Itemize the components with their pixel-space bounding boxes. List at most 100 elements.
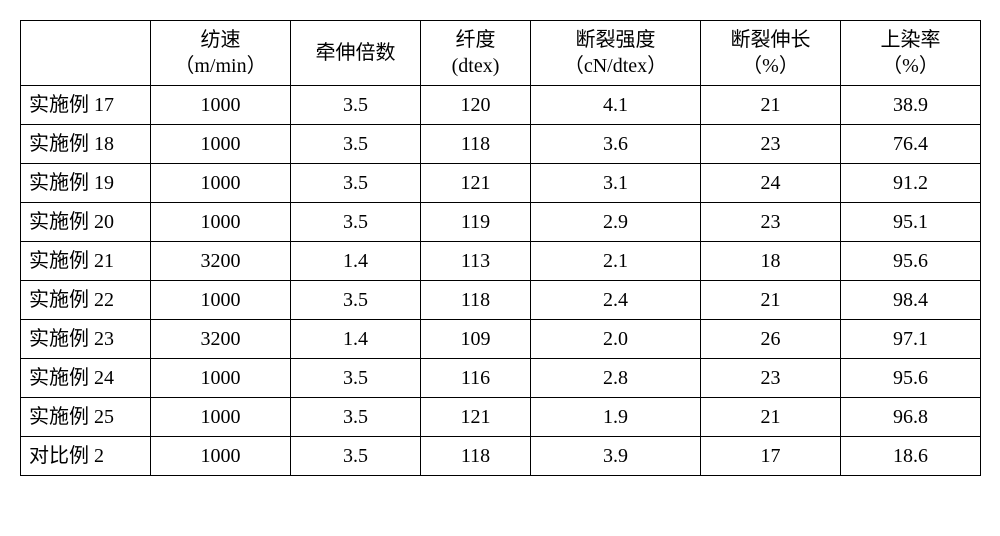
cell: 3.5 xyxy=(291,125,421,164)
header-dye-uptake: 上染率 （%） xyxy=(841,21,981,86)
cell: 2.0 xyxy=(531,320,701,359)
cell: 21 xyxy=(701,86,841,125)
header-unit: （cN/dtex） xyxy=(564,55,667,77)
cell: 3.5 xyxy=(291,398,421,437)
cell: 1.4 xyxy=(291,320,421,359)
cell: 21 xyxy=(701,281,841,320)
header-label: 纺速 xyxy=(201,29,241,51)
cell: 2.4 xyxy=(531,281,701,320)
cell: 24 xyxy=(701,164,841,203)
table-row: 实施例 1910003.51213.12491.2 xyxy=(21,164,981,203)
cell: 118 xyxy=(421,125,531,164)
cell: 1000 xyxy=(151,125,291,164)
header-label: 断裂伸长 xyxy=(731,29,811,51)
header-label: 牵伸倍数 xyxy=(316,42,396,64)
cell: 118 xyxy=(421,437,531,476)
cell: 3.5 xyxy=(291,359,421,398)
table-row: 实施例 2210003.51182.42198.4 xyxy=(21,281,981,320)
cell: 98.4 xyxy=(841,281,981,320)
header-fineness: 纤度 (dtex) xyxy=(421,21,531,86)
data-table: 纺速 （m/min） 牵伸倍数 纤度 (dtex) 断裂强度 （cN/dtex）… xyxy=(20,20,981,476)
cell: 1000 xyxy=(151,164,291,203)
cell: 23 xyxy=(701,359,841,398)
header-label: 上染率 xyxy=(881,29,941,51)
cell: 1.9 xyxy=(531,398,701,437)
row-label: 实施例 23 xyxy=(21,320,151,359)
cell: 18.6 xyxy=(841,437,981,476)
cell: 1000 xyxy=(151,281,291,320)
cell: 91.2 xyxy=(841,164,981,203)
table-row: 实施例 2132001.41132.11895.6 xyxy=(21,242,981,281)
header-break-elongation: 断裂伸长 （%） xyxy=(701,21,841,86)
cell: 2.9 xyxy=(531,203,701,242)
row-label: 实施例 18 xyxy=(21,125,151,164)
table-row: 实施例 2010003.51192.92395.1 xyxy=(21,203,981,242)
row-label: 实施例 22 xyxy=(21,281,151,320)
cell: 3.5 xyxy=(291,281,421,320)
header-unit: (dtex) xyxy=(452,55,500,77)
header-unit: （%） xyxy=(882,55,939,77)
table-body: 实施例 1710003.51204.12138.9实施例 1810003.511… xyxy=(21,86,981,476)
cell: 116 xyxy=(421,359,531,398)
cell: 1.4 xyxy=(291,242,421,281)
cell: 23 xyxy=(701,203,841,242)
cell: 121 xyxy=(421,164,531,203)
cell: 18 xyxy=(701,242,841,281)
header-draw-ratio: 牵伸倍数 xyxy=(291,21,421,86)
cell: 38.9 xyxy=(841,86,981,125)
table-row: 实施例 1710003.51204.12138.9 xyxy=(21,86,981,125)
row-label: 实施例 25 xyxy=(21,398,151,437)
cell: 1000 xyxy=(151,359,291,398)
cell: 3.9 xyxy=(531,437,701,476)
cell: 1000 xyxy=(151,86,291,125)
row-label: 实施例 17 xyxy=(21,86,151,125)
header-blank xyxy=(21,21,151,86)
table-row: 对比例 210003.51183.91718.6 xyxy=(21,437,981,476)
cell: 76.4 xyxy=(841,125,981,164)
table-row: 实施例 2332001.41092.02697.1 xyxy=(21,320,981,359)
cell: 1000 xyxy=(151,398,291,437)
cell: 3.5 xyxy=(291,164,421,203)
cell: 2.1 xyxy=(531,242,701,281)
cell: 121 xyxy=(421,398,531,437)
header-label: 断裂强度 xyxy=(576,29,656,51)
cell: 119 xyxy=(421,203,531,242)
cell: 95.1 xyxy=(841,203,981,242)
cell: 1000 xyxy=(151,203,291,242)
cell: 17 xyxy=(701,437,841,476)
cell: 4.1 xyxy=(531,86,701,125)
row-label: 实施例 20 xyxy=(21,203,151,242)
cell: 120 xyxy=(421,86,531,125)
header-spin-speed: 纺速 （m/min） xyxy=(151,21,291,86)
cell: 3.6 xyxy=(531,125,701,164)
table-row: 实施例 2510003.51211.92196.8 xyxy=(21,398,981,437)
cell: 97.1 xyxy=(841,320,981,359)
row-label: 实施例 19 xyxy=(21,164,151,203)
header-unit: （m/min） xyxy=(174,55,266,77)
cell: 118 xyxy=(421,281,531,320)
row-label: 对比例 2 xyxy=(21,437,151,476)
cell: 95.6 xyxy=(841,359,981,398)
cell: 26 xyxy=(701,320,841,359)
header-label: 纤度 xyxy=(456,29,496,51)
table-row: 实施例 2410003.51162.82395.6 xyxy=(21,359,981,398)
cell: 3200 xyxy=(151,320,291,359)
table-row: 实施例 1810003.51183.62376.4 xyxy=(21,125,981,164)
cell: 95.6 xyxy=(841,242,981,281)
cell: 3.5 xyxy=(291,437,421,476)
cell: 96.8 xyxy=(841,398,981,437)
header-unit: （%） xyxy=(742,55,799,77)
cell: 23 xyxy=(701,125,841,164)
cell: 21 xyxy=(701,398,841,437)
cell: 3200 xyxy=(151,242,291,281)
cell: 2.8 xyxy=(531,359,701,398)
header-break-strength: 断裂强度 （cN/dtex） xyxy=(531,21,701,86)
header-row: 纺速 （m/min） 牵伸倍数 纤度 (dtex) 断裂强度 （cN/dtex）… xyxy=(21,21,981,86)
cell: 3.5 xyxy=(291,86,421,125)
row-label: 实施例 24 xyxy=(21,359,151,398)
cell: 3.5 xyxy=(291,203,421,242)
row-label: 实施例 21 xyxy=(21,242,151,281)
cell: 109 xyxy=(421,320,531,359)
cell: 113 xyxy=(421,242,531,281)
cell: 3.1 xyxy=(531,164,701,203)
